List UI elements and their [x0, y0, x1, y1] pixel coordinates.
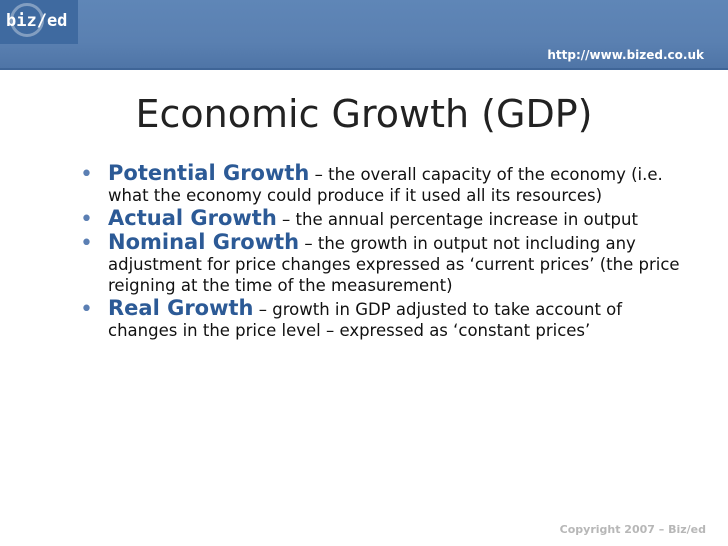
header-divider: [0, 68, 728, 70]
bullet-item-potential-growth: • Potential Growth – the overall capacit…: [80, 163, 680, 206]
bullet-term: Potential Growth: [108, 161, 310, 185]
bullet-list: • Potential Growth – the overall capacit…: [80, 163, 680, 343]
bullet-description: – the growth in output not including any…: [108, 234, 680, 295]
bized-logo[interactable]: biz/ed: [0, 0, 78, 44]
bullet-dot-icon: •: [80, 162, 93, 187]
bullet-term: Real Growth: [108, 296, 254, 320]
site-url-link[interactable]: http://www.bized.co.uk: [547, 48, 704, 62]
bullet-item-actual-growth: • Actual Growth – the annual percentage …: [80, 206, 680, 232]
logo-circle-icon: [10, 3, 44, 37]
bullet-term: Actual Growth: [108, 206, 277, 230]
slide-title: Economic Growth (GDP): [135, 92, 593, 136]
bullet-description: – growth in GDP adjusted to take account…: [108, 300, 623, 340]
bullet-item-real-growth: • Real Growth – growth in GDP adjusted t…: [80, 298, 680, 341]
bullet-item-nominal-growth: • Nominal Growth – the growth in output …: [80, 232, 680, 296]
copyright-notice: Copyright 2007 – Biz/ed: [559, 523, 706, 536]
bullet-description: – the annual percentage increase in outp…: [276, 210, 638, 229]
bullet-term: Nominal Growth: [108, 230, 300, 254]
bullet-dot-icon: •: [80, 231, 93, 256]
bullet-description: – the overall capacity of the economy (i…: [108, 165, 663, 205]
header-bar: [0, 0, 728, 70]
bullet-dot-icon: •: [80, 297, 93, 322]
logo-text: biz/ed: [6, 11, 68, 31]
bullet-dot-icon: •: [80, 207, 93, 232]
